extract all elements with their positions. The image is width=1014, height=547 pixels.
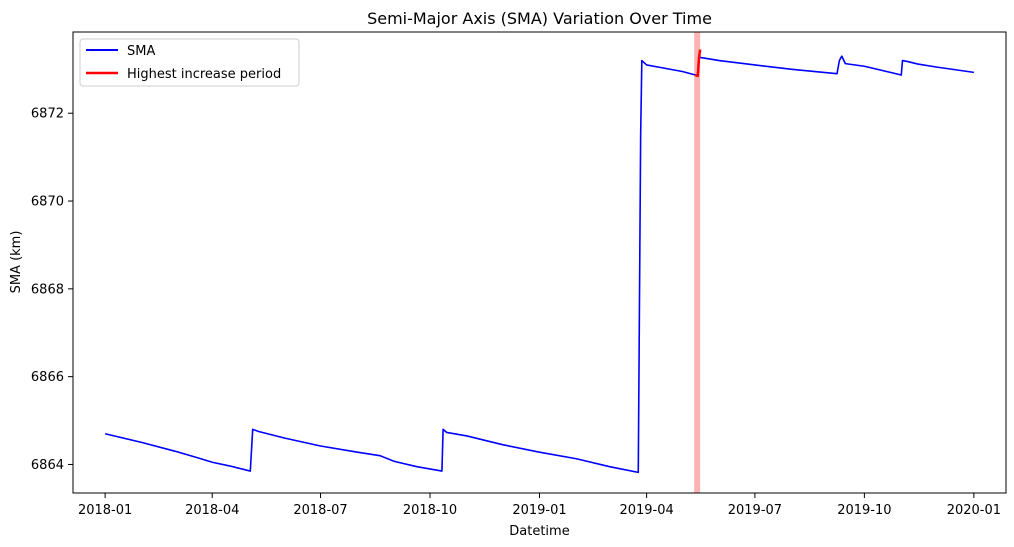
y-tick-label: 6868 bbox=[31, 282, 64, 297]
x-tick-label: 2019-10 bbox=[837, 503, 891, 518]
x-tick-label: 2018-10 bbox=[403, 503, 457, 518]
series-line-sma-0 bbox=[104, 59, 696, 474]
x-tick-label: 2019-07 bbox=[728, 503, 782, 518]
x-tick-label: 2020-01 bbox=[947, 503, 1001, 518]
legend: SMA Highest increase period bbox=[79, 38, 300, 87]
chart-title: Semi-Major Axis (SMA) Variation Over Tim… bbox=[367, 9, 712, 28]
y-tick-label: 6866 bbox=[31, 370, 64, 385]
x-tick-label: 2018-07 bbox=[293, 503, 347, 518]
y-tick-label: 6870 bbox=[31, 195, 64, 210]
legend-box bbox=[79, 38, 300, 87]
legend-label-highest-increase: Highest increase period bbox=[127, 67, 281, 82]
y-axis-title: SMA (km) bbox=[9, 231, 24, 294]
x-tick-label: 2019-01 bbox=[512, 503, 566, 518]
x-tick-label: 2018-04 bbox=[185, 503, 239, 518]
series-line-highest-increase-period-2 bbox=[694, 49, 702, 78]
series-line-sma-1 bbox=[700, 55, 974, 76]
legend-label-sma: SMA bbox=[127, 44, 155, 59]
x-axis-title: Datetime bbox=[509, 524, 569, 539]
plot-layer bbox=[104, 32, 974, 493]
x-tick-label: 2019-04 bbox=[619, 503, 673, 518]
highlight-span bbox=[694, 32, 701, 493]
ticks-layer: 2018-01 2018-04 2018-07 2018-10 2019-01 2019-… bbox=[31, 107, 1001, 518]
y-tick-label: 6872 bbox=[31, 107, 64, 122]
y-tick-label: 6864 bbox=[31, 458, 64, 473]
x-tick-label: 2018-01 bbox=[78, 503, 132, 518]
